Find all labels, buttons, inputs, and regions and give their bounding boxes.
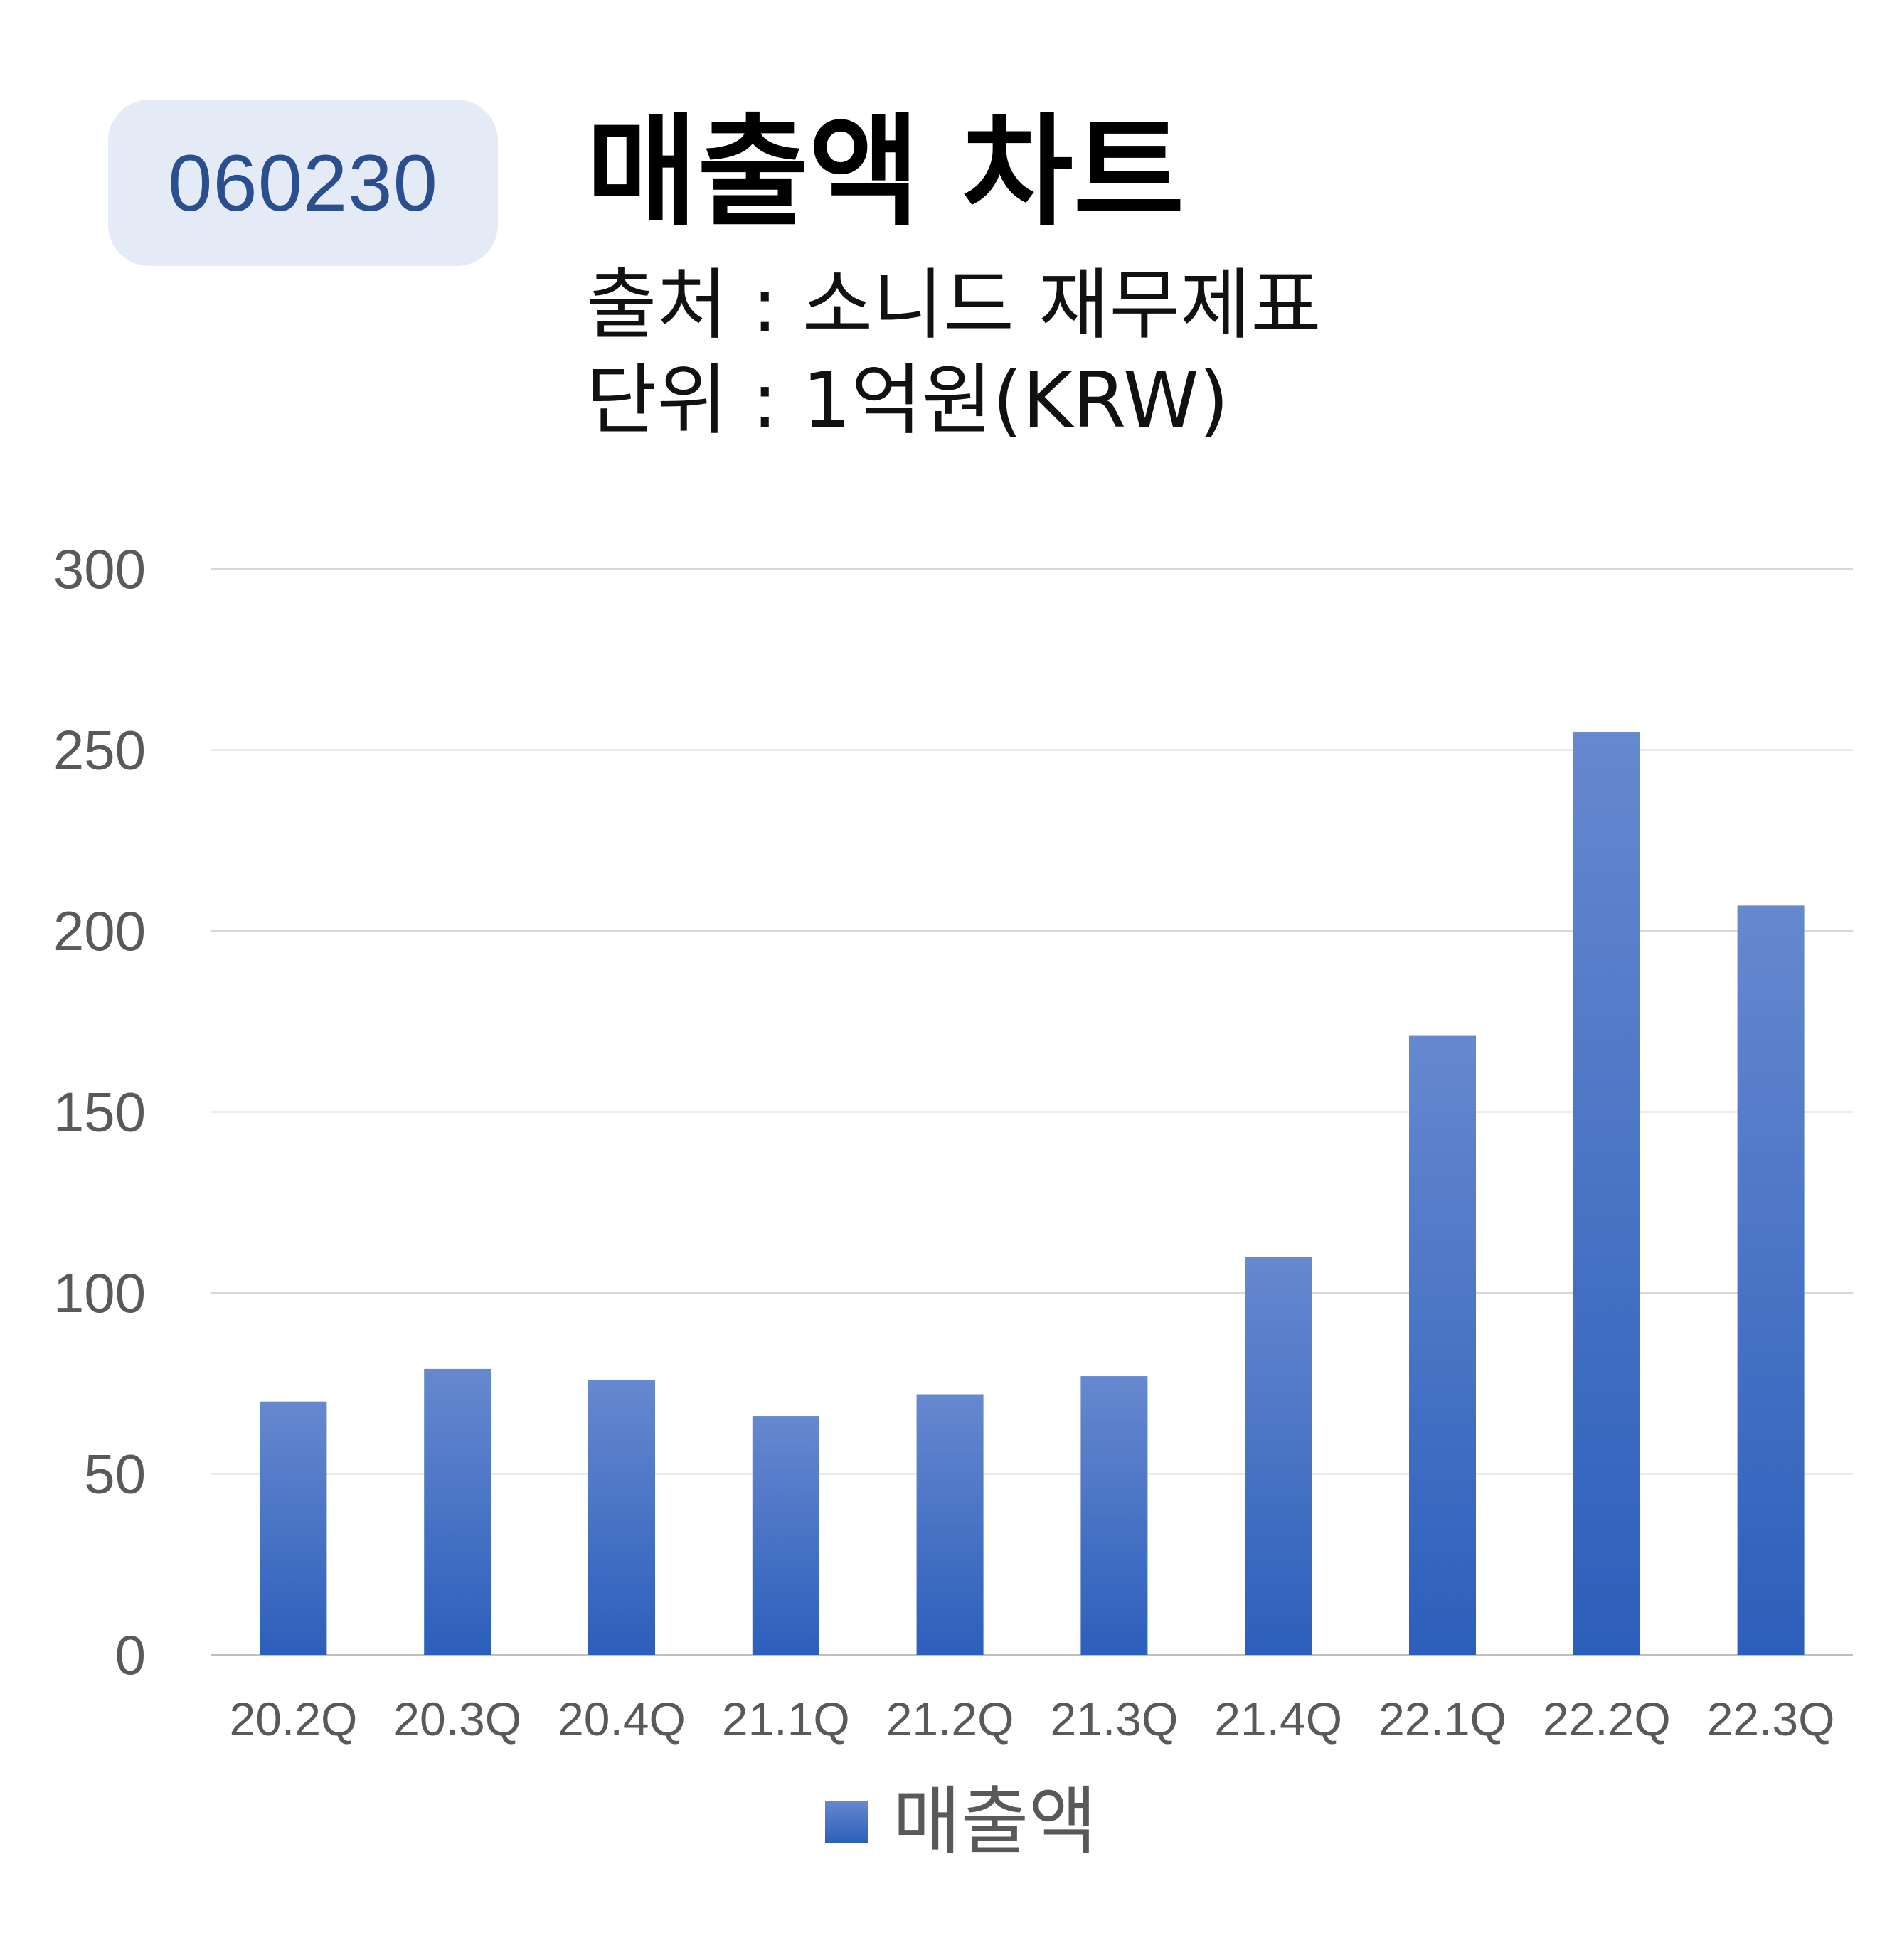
- x-tick-label: 22.1Q: [1378, 1693, 1507, 1745]
- x-tick-label: 21.4Q: [1214, 1693, 1342, 1745]
- bar: [752, 1416, 819, 1655]
- x-tick-label: 20.3Q: [393, 1693, 521, 1745]
- y-tick-label: 300: [53, 538, 146, 600]
- chart-title: 매출액 차트: [586, 102, 1185, 243]
- y-tick-label: 150: [53, 1081, 146, 1144]
- legend-label: 매출액: [893, 1778, 1097, 1865]
- bar: [1080, 1376, 1148, 1655]
- bar: [588, 1380, 655, 1655]
- x-tick-label: 20.2Q: [230, 1693, 358, 1745]
- x-tick-label: 21.3Q: [1051, 1693, 1179, 1745]
- x-tick-label: 22.2Q: [1543, 1693, 1671, 1745]
- x-tick-label: 21.1Q: [722, 1693, 850, 1745]
- bar: [1573, 732, 1640, 1655]
- x-tick-label: 21.2Q: [886, 1693, 1014, 1745]
- source-label: 출처 : 소니드 재무제표: [586, 261, 1322, 350]
- stock-code: 060230: [168, 138, 438, 228]
- legend-swatch: [825, 1801, 868, 1843]
- y-tick-label: 200: [53, 900, 146, 962]
- stock-code-badge: 060230: [108, 100, 498, 266]
- bar: [424, 1368, 491, 1655]
- y-tick-label: 250: [53, 719, 146, 782]
- legend: 매출액: [825, 1778, 1097, 1865]
- y-tick-label: 50: [84, 1443, 146, 1506]
- bar: [1737, 905, 1805, 1655]
- bar: [1409, 1035, 1476, 1655]
- bar: [1245, 1257, 1312, 1655]
- y-tick-label: 100: [53, 1262, 146, 1324]
- x-tick-label: 20.4Q: [558, 1693, 686, 1745]
- y-tick-label: 0: [115, 1624, 146, 1686]
- x-tick-label: 22.3Q: [1707, 1693, 1835, 1745]
- x-axis-ticks: 20.2Q 20.3Q 20.4Q 21.1Q 21.2Q 21.3Q 21.4Q 22.1Q…: [230, 1693, 1835, 1745]
- unit-label: 단위 : 1억원(KRW): [586, 356, 1229, 445]
- bar: [916, 1394, 984, 1655]
- bars: [260, 732, 1805, 1655]
- y-axis-ticks: 0 50 100 150 200 250 300: [53, 538, 146, 1686]
- bar: [260, 1401, 327, 1655]
